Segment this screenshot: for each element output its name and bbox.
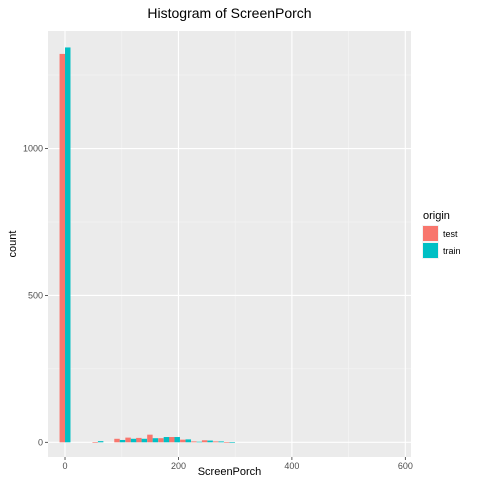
histogram-bar-test <box>180 439 186 443</box>
histogram-bar-test <box>224 442 230 443</box>
legend-swatch-test <box>423 226 438 241</box>
y-axis-ticks: 0 500 1000 <box>23 144 48 447</box>
y-tick-label: 500 <box>28 290 43 300</box>
histogram-bar-train <box>119 439 126 443</box>
minor-gridlines <box>48 31 411 457</box>
chart-title: Histogram of ScreenPorch <box>147 5 311 21</box>
histogram-bar-train <box>196 441 203 443</box>
legend-swatch-train <box>423 243 438 258</box>
histogram-bar-test <box>147 434 153 443</box>
x-tick-label: 600 <box>398 461 413 471</box>
x-tick-label: 200 <box>171 461 186 471</box>
y-tick-label: 0 <box>38 437 43 447</box>
histogram-bar-test <box>136 437 142 443</box>
x-tick-label: 0 <box>63 461 68 471</box>
x-axis-ticks: 0 200 400 600 <box>63 457 413 471</box>
legend: origin test train <box>422 210 461 259</box>
histogram-bar-train <box>207 440 213 443</box>
histogram-bar-test <box>92 442 98 443</box>
histogram-bar-test <box>125 437 131 443</box>
histogram-bar-train <box>218 441 224 443</box>
histogram-bar-test <box>212 441 219 443</box>
histogram-bars <box>59 47 235 443</box>
histogram-bar-train <box>130 438 137 443</box>
x-axis-title: ScreenPorch <box>198 466 262 478</box>
y-axis-title: count <box>7 231 19 258</box>
histogram-bar-test <box>158 438 164 443</box>
histogram-bar-train <box>152 438 159 443</box>
histogram-bar-train <box>141 438 148 443</box>
histogram-bar-test <box>59 53 66 443</box>
panel-background <box>48 31 411 457</box>
histogram-bar-test <box>114 438 120 443</box>
y-tick-label: 1000 <box>23 144 43 154</box>
x-tick-label: 400 <box>284 461 299 471</box>
histogram-bar-train <box>229 442 235 443</box>
legend-label-train: train <box>443 246 461 256</box>
histogram-bar-train <box>185 439 192 443</box>
histogram-bar-test <box>201 440 208 443</box>
legend-keys: test train <box>422 225 461 259</box>
histogram-bar-test <box>169 437 175 443</box>
histogram-bar-train <box>97 441 104 443</box>
histogram-bar-test <box>191 441 197 443</box>
histogram-bar-train <box>65 47 71 443</box>
histogram-bar-train <box>163 437 170 443</box>
histogram-bar-train <box>174 437 180 443</box>
legend-label-test: test <box>443 229 458 239</box>
legend-title: origin <box>423 210 450 222</box>
